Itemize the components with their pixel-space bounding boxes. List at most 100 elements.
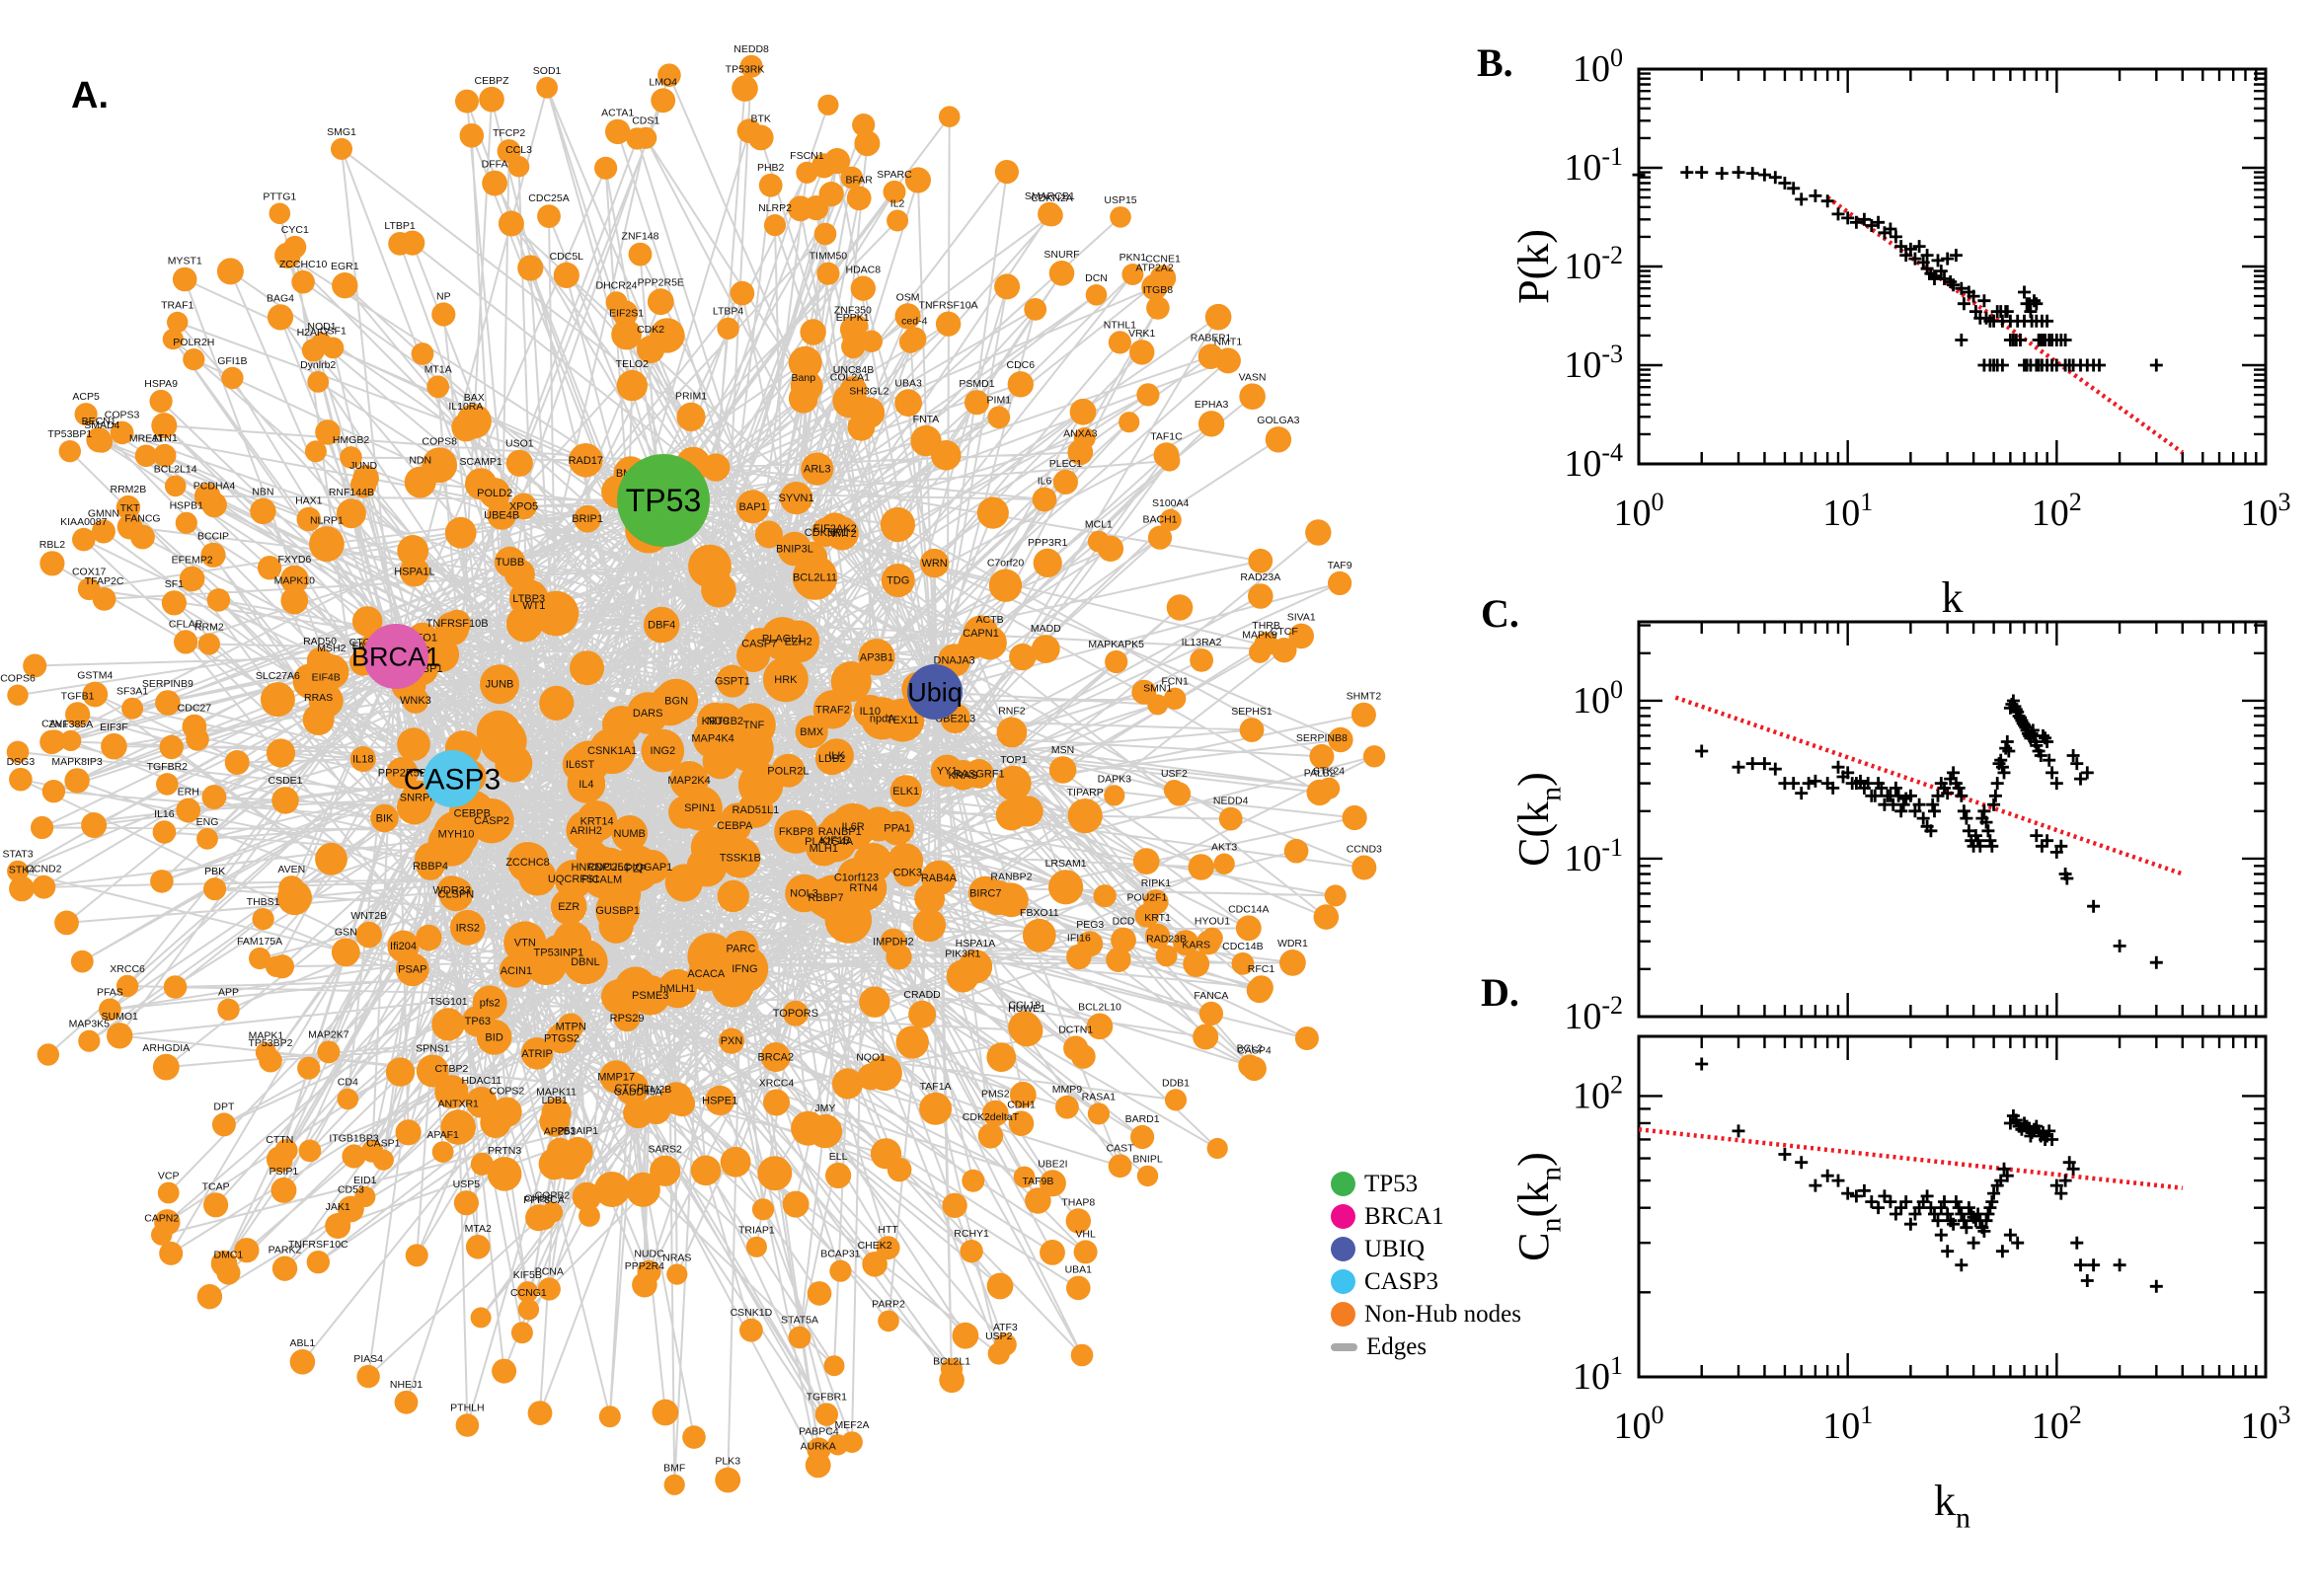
svg-text:THAP8: THAP8 xyxy=(1061,1196,1095,1208)
svg-text:COL2A1: COL2A1 xyxy=(830,372,870,384)
svg-text:IRS2: IRS2 xyxy=(456,922,480,934)
svg-text:TIMM50: TIMM50 xyxy=(810,251,848,263)
svg-text:XRCC4: XRCC4 xyxy=(759,1078,795,1090)
svg-text:NUCB2: NUCB2 xyxy=(707,716,743,727)
svg-text:AURKA: AURKA xyxy=(801,1441,836,1453)
svg-text:ABL1: ABL1 xyxy=(290,1337,316,1349)
svg-text:GFI1B: GFI1B xyxy=(217,355,247,367)
y-tick-label: 101 xyxy=(1573,1351,1623,1398)
svg-text:PLA2G4A: PLA2G4A xyxy=(805,836,854,848)
svg-text:NTHL1: NTHL1 xyxy=(1104,319,1136,331)
svg-text:CSF1: CSF1 xyxy=(320,326,347,338)
svg-text:COPS8: COPS8 xyxy=(422,435,457,447)
svg-text:PZP: PZP xyxy=(626,863,647,874)
svg-text:DNAJA3: DNAJA3 xyxy=(934,654,975,666)
svg-text:DDB1: DDB1 xyxy=(1162,1077,1190,1089)
svg-text:FCN1: FCN1 xyxy=(1161,676,1189,688)
svg-text:RAB4A: RAB4A xyxy=(921,873,958,884)
svg-text:PPP3CA: PPP3CA xyxy=(523,1194,564,1206)
svg-text:WNK3: WNK3 xyxy=(400,695,431,707)
svg-text:BFAR: BFAR xyxy=(845,174,873,186)
svg-text:FXYD6: FXYD6 xyxy=(277,554,311,566)
svg-text:MAPK8IP3: MAPK8IP3 xyxy=(51,756,103,768)
svg-text:NEDD4: NEDD4 xyxy=(1213,796,1249,807)
svg-text:BNIPL: BNIPL xyxy=(1132,1154,1163,1166)
svg-text:CLSPN: CLSPN xyxy=(438,889,475,901)
node-swatch-icon xyxy=(1331,1172,1355,1196)
legend-item-tp53: TP53 xyxy=(1331,1168,1521,1200)
svg-text:UQCRFS1: UQCRFS1 xyxy=(548,874,600,885)
svg-text:ERH: ERH xyxy=(178,787,199,798)
svg-text:RCHY1: RCHY1 xyxy=(954,1228,989,1240)
svg-text:MCL1: MCL1 xyxy=(1085,519,1113,531)
svg-text:GSTM4: GSTM4 xyxy=(77,670,113,682)
svg-text:SNURF: SNURF xyxy=(1043,249,1079,261)
svg-text:NEDD8: NEDD8 xyxy=(733,43,769,55)
svg-text:ING2: ING2 xyxy=(650,745,675,757)
svg-text:BECN1: BECN1 xyxy=(82,416,116,427)
svg-text:PTHLH: PTHLH xyxy=(450,1402,484,1413)
svg-text:TRIAP1: TRIAP1 xyxy=(738,1225,775,1237)
svg-text:CDK2: CDK2 xyxy=(637,324,664,336)
svg-text:PLEC1: PLEC1 xyxy=(1049,458,1082,470)
svg-text:SMG1: SMG1 xyxy=(327,126,356,138)
svg-text:RIPK1: RIPK1 xyxy=(1141,877,1172,889)
svg-text:TRAF2: TRAF2 xyxy=(815,704,850,716)
svg-text:PICALM: PICALM xyxy=(581,874,622,885)
svg-text:PARK2: PARK2 xyxy=(269,1245,302,1256)
svg-text:KARS: KARS xyxy=(1182,939,1210,950)
svg-text:THBS1: THBS1 xyxy=(247,896,280,908)
network-hubs: TP53 BRCA1 Ubiq CASP3 xyxy=(351,454,963,807)
svg-text:CCND3: CCND3 xyxy=(1347,843,1382,855)
svg-text:MTA2: MTA2 xyxy=(465,1223,492,1235)
svg-text:CAST: CAST xyxy=(1107,1142,1135,1154)
svg-text:CASP1: CASP1 xyxy=(366,1138,401,1150)
svg-text:BIRC7: BIRC7 xyxy=(969,888,1001,900)
svg-text:CTBP2: CTBP2 xyxy=(434,1063,468,1075)
svg-text:TFAP2C: TFAP2C xyxy=(85,575,124,587)
svg-text:PIK3R1: PIK3R1 xyxy=(945,948,980,959)
svg-text:GOLGA3: GOLGA3 xyxy=(1257,415,1299,426)
svg-text:THRB: THRB xyxy=(1252,620,1280,632)
svg-text:PPP2R5B: PPP2R5B xyxy=(378,768,427,780)
node-swatch-icon xyxy=(1331,1302,1355,1327)
svg-text:RABEP1: RABEP1 xyxy=(1191,332,1232,343)
svg-text:CHEK2: CHEK2 xyxy=(858,1240,892,1252)
legend-item-label: Edges xyxy=(1366,1332,1428,1360)
svg-text:HRK: HRK xyxy=(774,674,798,686)
node-swatch-icon xyxy=(1331,1237,1355,1261)
svg-text:PALB2: PALB2 xyxy=(1304,768,1336,780)
svg-text:IL13RA2: IL13RA2 xyxy=(1182,637,1222,648)
svg-text:ATP2A2: ATP2A2 xyxy=(1135,263,1173,274)
svg-text:CTCF: CTCF xyxy=(1271,626,1298,638)
svg-text:COPS3: COPS3 xyxy=(105,410,140,421)
svg-text:IQGAP1: IQGAP1 xyxy=(632,862,672,874)
svg-text:PRTN3: PRTN3 xyxy=(488,1145,521,1157)
svg-text:CAV1: CAV1 xyxy=(41,718,68,729)
svg-text:SIVA1: SIVA1 xyxy=(1287,612,1316,624)
svg-text:ARIH2: ARIH2 xyxy=(570,825,601,837)
svg-text:IL10: IL10 xyxy=(860,706,881,718)
svg-text:JUND: JUND xyxy=(349,460,377,472)
svg-text:CCNG1: CCNG1 xyxy=(510,1287,547,1299)
svg-text:USP2: USP2 xyxy=(985,1330,1013,1342)
hub-label-brca1: BRCA1 xyxy=(351,642,440,671)
svg-text:BAG4: BAG4 xyxy=(267,292,294,304)
svg-text:FAM175A: FAM175A xyxy=(237,936,282,948)
y-axis-label: P(k) xyxy=(1509,229,1558,304)
svg-text:PKN1: PKN1 xyxy=(1119,252,1147,264)
svg-text:HSPA1A: HSPA1A xyxy=(956,938,996,950)
svg-text:KRAS: KRAS xyxy=(949,770,978,782)
svg-text:NQO1: NQO1 xyxy=(856,1052,886,1064)
svg-text:TAF1A: TAF1A xyxy=(920,1081,952,1093)
hub-label-ubiq: Ubiq xyxy=(907,677,963,707)
svg-text:ILK: ILK xyxy=(828,750,845,762)
svg-text:SF1: SF1 xyxy=(165,578,184,590)
svg-text:PSME3: PSME3 xyxy=(632,990,668,1002)
svg-text:AP2B1: AP2B1 xyxy=(544,1126,577,1138)
svg-text:IFNG: IFNG xyxy=(732,963,757,975)
svg-text:SPARC: SPARC xyxy=(877,169,912,181)
svg-text:ced-4: ced-4 xyxy=(901,315,927,327)
svg-text:TEX11: TEX11 xyxy=(887,715,919,726)
svg-text:BRIP1: BRIP1 xyxy=(572,513,603,525)
